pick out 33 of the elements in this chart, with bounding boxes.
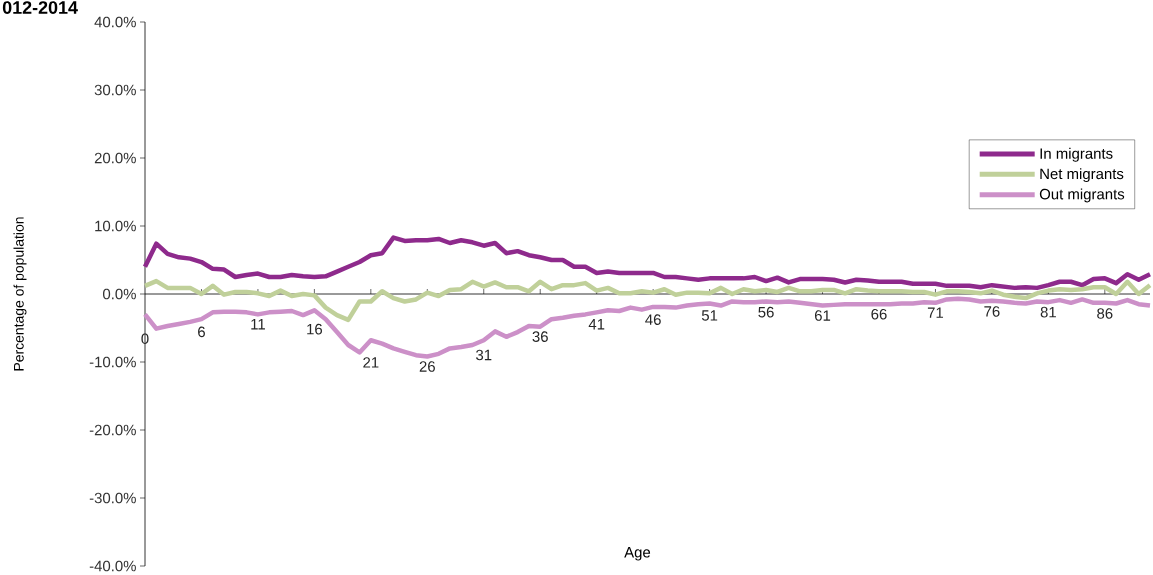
x-tick-label: 0 (141, 333, 149, 344)
x-tick-label: 66 (871, 308, 887, 320)
legend-label: In migrants (1040, 147, 1113, 162)
legend-label: Out migrants (1039, 188, 1125, 203)
y-axis-title: Percentage of population (13, 217, 27, 371)
x-tick-label: 36 (532, 331, 548, 342)
x-tick-label: 41 (588, 319, 605, 330)
x-tick-label: 81 (1040, 306, 1056, 318)
y-tick-label: 10.0% (95, 220, 136, 232)
x-tick-label: 86 (1097, 308, 1113, 319)
chart-title: 012-2014 (2, 1, 78, 14)
x-tick-label: 71 (927, 307, 944, 318)
y-tick-label: 0.0% (103, 288, 136, 300)
x-tick-label: 31 (476, 349, 492, 361)
x-tick-label: 51 (701, 310, 718, 321)
x-tick-label: 56 (758, 306, 774, 318)
y-tick-label: -10.0% (89, 356, 136, 368)
x-axis-title: Age (624, 547, 651, 561)
y-tick-label: 40.0% (94, 16, 136, 28)
y-tick-label: 20.0% (94, 152, 136, 164)
x-tick-label: 26 (419, 361, 435, 372)
legend-label: Net migrants (1040, 168, 1124, 183)
y-tick-label: 30.0% (94, 84, 136, 96)
y-tick-label: -40.0% (89, 560, 136, 572)
x-tick-label: 61 (814, 310, 831, 321)
x-tick-label: 76 (984, 306, 1000, 317)
x-tick-label: 11 (251, 319, 265, 330)
x-tick-label: 21 (363, 357, 379, 368)
x-tick-label: 16 (307, 323, 323, 335)
y-tick-label: -20.0% (89, 424, 136, 436)
y-tick-label: -30.0% (89, 492, 136, 504)
x-tick-label: 6 (198, 326, 205, 338)
x-tick-label: 46 (645, 314, 661, 325)
